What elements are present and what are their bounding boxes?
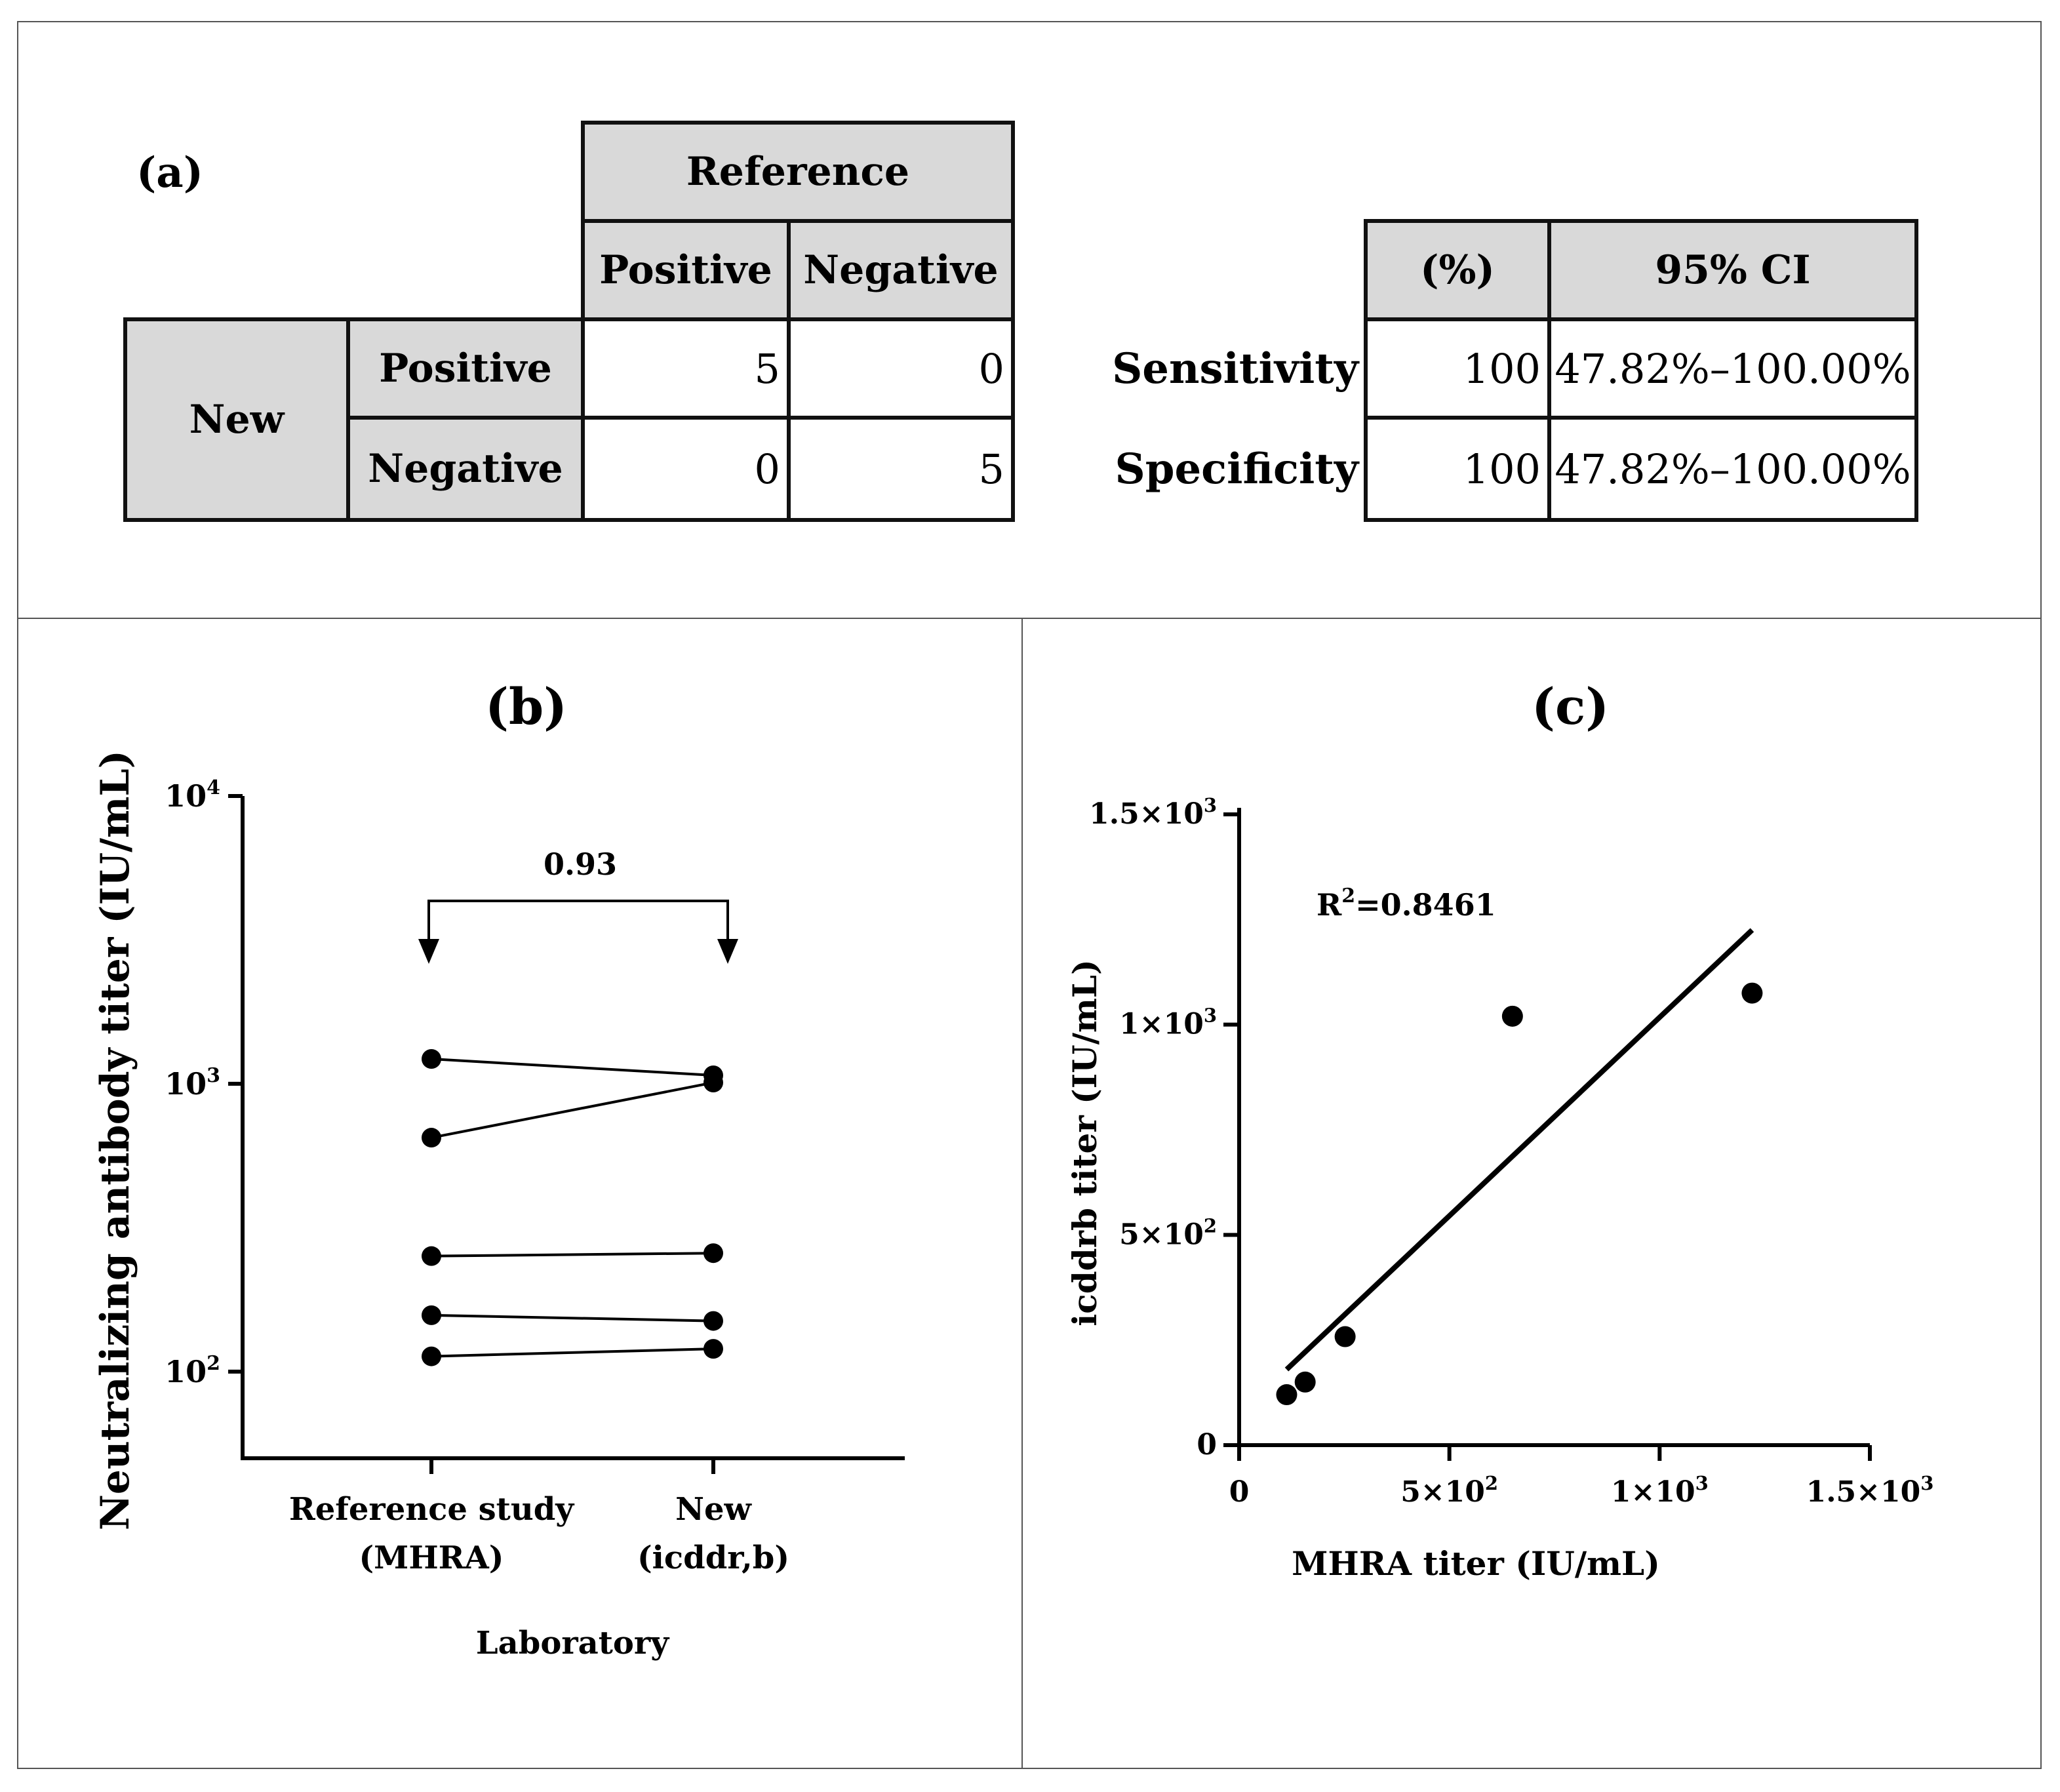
data-point	[703, 1339, 723, 1359]
data-point	[1501, 1005, 1523, 1027]
ci-header: 95% CI	[1547, 219, 1918, 321]
y-tick-label: 103	[165, 1064, 220, 1102]
specificity-label: Specificity	[1115, 444, 1358, 494]
pair-line	[431, 1081, 714, 1140]
data-point	[703, 1073, 723, 1093]
cell-neg-pos: 0	[581, 416, 791, 522]
y-tick-label: 102	[165, 1352, 220, 1389]
y-axis-title: icddrb titer (IU/mL)	[1065, 959, 1104, 1326]
bracket-arrow-left	[418, 939, 439, 964]
col-positive-header: Positive	[581, 219, 791, 321]
cell-pos-pos: 5	[581, 317, 791, 420]
x-tick-label: 1.5×103	[1806, 1472, 1934, 1509]
data-point	[422, 1346, 441, 1366]
sensitivity-ci: 47.82%–100.00%	[1547, 317, 1918, 420]
col-negative-header: Negative	[787, 219, 1015, 321]
pair-line	[431, 1058, 714, 1077]
data-point	[422, 1246, 441, 1266]
pair-line	[431, 1313, 714, 1323]
x-tick-label: 5×102	[1400, 1472, 1498, 1509]
pair-line	[431, 1252, 714, 1258]
bracket-arrow-right	[717, 939, 738, 964]
x-tick-label: (icddr,b)	[637, 1540, 789, 1576]
y-tick-label: 5×102	[1119, 1214, 1217, 1251]
paired-titer-chart: 102 103 104 Neutralizing antibody titer (IU…	[92, 750, 905, 1662]
data-point	[422, 1128, 441, 1148]
sensitivity-pct: 100	[1364, 317, 1551, 420]
panel-c-frame	[1021, 618, 2042, 1769]
data-point	[1276, 1384, 1297, 1406]
x-tick-label: Reference study	[289, 1491, 575, 1528]
x-axis-title: Laboratory	[476, 1625, 670, 1662]
correlation-scatter-chart: 0 5×102 1×103 1.5×103 0 5×102 1×103 1.5×103 MHRA…	[1065, 794, 1934, 1583]
reference-header: Reference	[581, 121, 1015, 223]
x-axis-title: MHRA titer (IU/mL)	[1292, 1544, 1660, 1583]
row-positive-header: Positive	[346, 317, 585, 420]
pair-line	[431, 1347, 714, 1358]
y-tick-label: 104	[165, 776, 220, 814]
panel-a-label: (a)	[136, 148, 204, 197]
specificity-pct: 100	[1364, 416, 1551, 522]
specificity-ci: 47.82%–100.00%	[1547, 416, 1918, 522]
data-point	[703, 1243, 723, 1264]
data-point	[1294, 1371, 1316, 1393]
x-tick-label: (MHRA)	[359, 1540, 504, 1576]
y-axis-title: Neutralizing antibody titer (IU/mL)	[92, 750, 138, 1530]
data-point	[703, 1311, 723, 1331]
data-point	[422, 1305, 441, 1325]
y-tick-label: 1.5×103	[1089, 794, 1217, 831]
panel-c-label: (c)	[1532, 677, 1610, 736]
x-tick-label: New	[675, 1491, 752, 1528]
x-tick-label: 0	[1229, 1475, 1250, 1509]
cell-neg-neg: 5	[787, 416, 1015, 522]
r-squared-label: R2=0.8461	[1317, 885, 1496, 923]
y-tick-label: 1×103	[1119, 1005, 1217, 1041]
panel-b-label: (b)	[485, 677, 568, 736]
cell-pos-neg: 0	[787, 317, 1015, 420]
data-point	[1334, 1326, 1356, 1347]
data-point	[422, 1049, 441, 1069]
pct-header: (%)	[1364, 219, 1551, 321]
new-row-header: New	[123, 317, 350, 522]
sensitivity-label: Sensitivity	[1112, 344, 1358, 393]
comparison-bracket	[427, 900, 729, 943]
y-tick-label: 0	[1197, 1428, 1217, 1462]
data-point	[1741, 982, 1763, 1004]
regression-line	[1284, 928, 1754, 1372]
p-value-annotation: 0.93	[544, 846, 617, 882]
row-negative-header: Negative	[346, 416, 585, 522]
x-tick-label: 1×103	[1611, 1472, 1709, 1509]
